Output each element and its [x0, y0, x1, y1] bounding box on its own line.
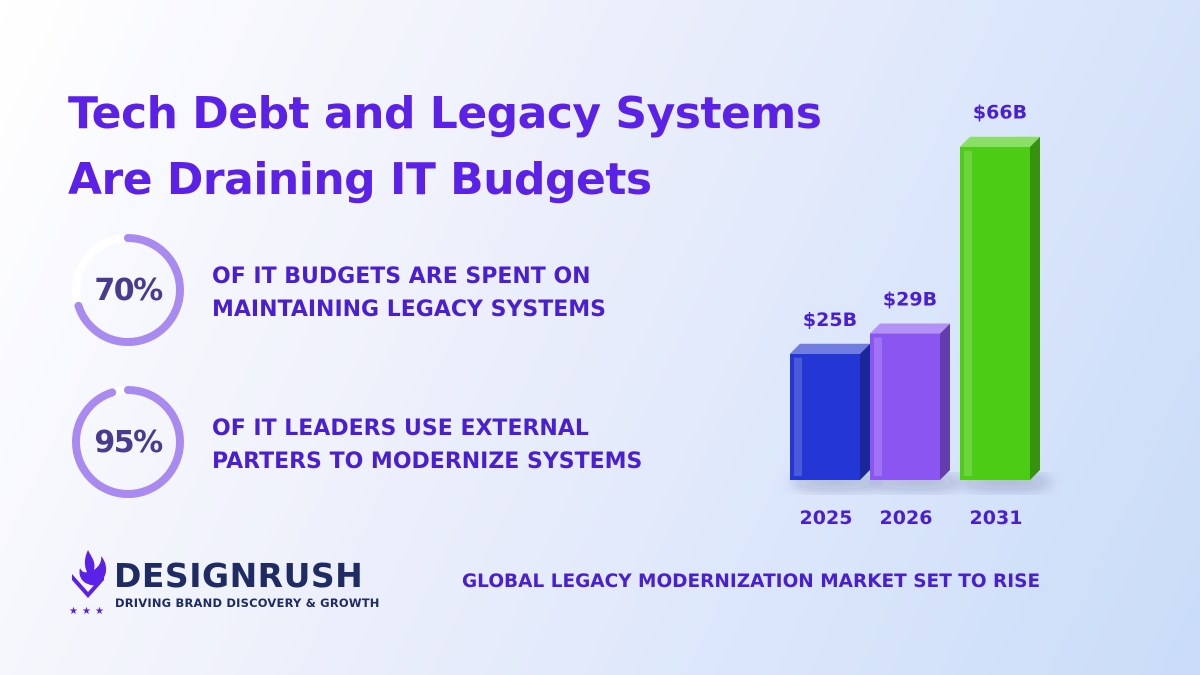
chart-caption: GLOBAL LEGACY MODERNIZATION MARKET SET T… [462, 571, 1041, 592]
star-icon: ★ [95, 606, 104, 617]
stat-description-line-1: OF IT BUDGETS ARE SPENT ON [212, 264, 591, 289]
stat-budget-maintenance: 70% OF IT BUDGETS ARE SPENT ON MAINTAINI… [70, 232, 710, 352]
stat-description: OF IT LEADERS USE EXTERNAL PARTERS TO MO… [212, 412, 712, 478]
star-icon: ★ [82, 606, 91, 617]
bar-highlight [794, 357, 802, 476]
progress-ring-arc [72, 386, 184, 498]
x-tick-label: 2025 [800, 507, 853, 529]
stat-value: 95% [94, 424, 163, 460]
progress-ring-graphic [72, 386, 184, 498]
stat-description: OF IT BUDGETS ARE SPENT ON MAINTAINING L… [212, 260, 712, 326]
title-line-1: Tech Debt and Legacy Systems [68, 88, 822, 140]
bar-value-label: $25B [803, 309, 857, 331]
title-line-2: Are Draining IT Budgets [68, 154, 652, 206]
progress-ring-arc [72, 234, 184, 346]
page-title: Tech Debt and Legacy Systems Are Drainin… [68, 81, 888, 213]
logo-wordmark: DESIGNRUSH [114, 556, 364, 595]
designrush-flame-logo-icon: ★ ★ ★ [69, 550, 107, 617]
logo-tagline: DRIVING BRAND DISCOVERY & GROWTH [115, 596, 380, 610]
bar [870, 333, 940, 480]
bar-side [940, 323, 950, 480]
progress-ring: 95% [70, 384, 186, 500]
stat-description-line-2: MAINTAINING LEGACY SYSTEMS [212, 297, 607, 322]
star-icon: ★ [69, 606, 78, 617]
bar-value-label: $66B [973, 102, 1027, 124]
stat-external-partners: 95% OF IT LEADERS USE EXTERNAL PARTERS T… [70, 384, 710, 504]
bar-value-label: $29B [883, 289, 937, 311]
bar [790, 353, 860, 480]
bar [960, 146, 1030, 480]
market-bar-chart: $25B 2025 $29B 2026 $66B 2031 [760, 70, 1080, 540]
bar-top [790, 343, 870, 354]
stat-value: 70% [94, 272, 163, 308]
bar-side [1030, 136, 1040, 480]
designrush-logo: ★ ★ ★ DESIGNRUSH DRIVING BRAND DISCOVERY… [66, 548, 406, 618]
bar-top [870, 323, 950, 334]
stat-description-line-1: OF IT LEADERS USE EXTERNAL [212, 416, 589, 441]
bar-chart-svg: $25B 2025 $29B 2026 $66B 2031 [790, 102, 1052, 529]
x-tick-label: 2031 [970, 507, 1023, 529]
bar-top [960, 136, 1040, 147]
stat-description-line-2: PARTERS TO MODERNIZE SYSTEMS [212, 449, 643, 474]
progress-ring: 70% [70, 232, 186, 348]
bar-side [860, 343, 870, 480]
progress-ring-graphic [72, 234, 184, 346]
bar-highlight [874, 337, 882, 476]
bar-highlight [964, 150, 972, 476]
x-tick-label: 2026 [880, 507, 933, 529]
